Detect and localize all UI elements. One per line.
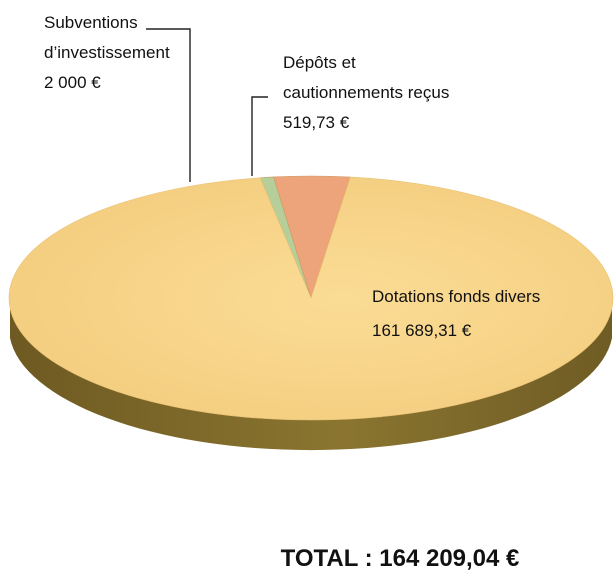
label-depots-value: 519,73 € [283, 113, 350, 132]
label-dotations-line-1: Dotations fonds divers [372, 287, 540, 306]
pie-side-wall [10, 298, 612, 451]
label-dotations-value: 161 689,31 € [372, 321, 472, 340]
label-depots-line-2: cautionnements reçus [283, 83, 449, 102]
label-subventions-line-1: Subventions [44, 13, 138, 32]
label-depots: Dépôts et cautionnements reçus 519,73 € [283, 53, 454, 132]
total-label: TOTAL : 164 209,04 € [281, 545, 520, 572]
label-dotations: Dotations fonds divers 161 689,31 € [372, 287, 545, 340]
leader-line-subventions [146, 28, 191, 182]
label-depots-line-1: Dépôts et [283, 53, 356, 72]
label-subventions: Subventions d’investissement 2 000 € [44, 13, 174, 92]
label-subventions-value: 2 000 € [44, 73, 101, 92]
slice-dotations [8, 176, 614, 421]
leader-line-depots [251, 96, 268, 176]
label-subventions-line-2: d’investissement [44, 43, 170, 62]
